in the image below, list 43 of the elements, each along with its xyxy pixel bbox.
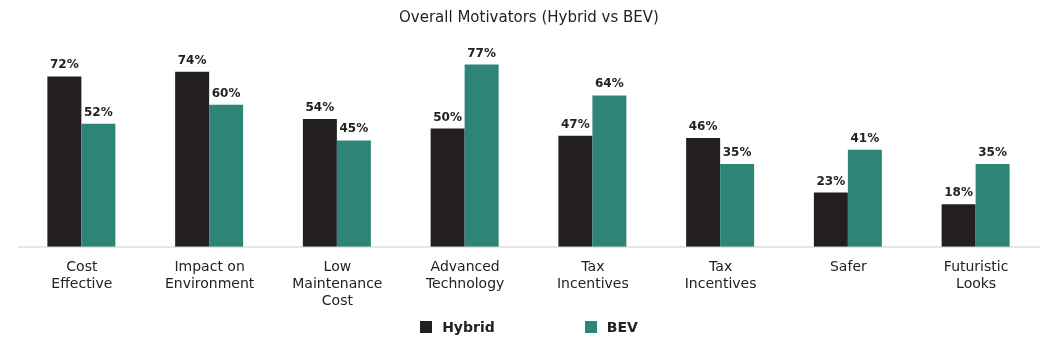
bar <box>47 76 82 247</box>
x-tick-label: Advanced Technology <box>424 258 505 291</box>
data-label: 74% <box>177 52 207 67</box>
bar <box>592 95 627 247</box>
bar <box>720 164 755 247</box>
data-label: 47% <box>561 116 590 131</box>
data-label: 50% <box>433 109 462 124</box>
bar <box>975 164 1010 247</box>
data-label: 46% <box>688 119 718 134</box>
data-label: 77% <box>467 45 496 60</box>
data-label: 64% <box>595 76 624 91</box>
data-label: 18% <box>944 185 973 200</box>
legend-label: BEV <box>605 319 638 335</box>
x-tick-label: Impact on Environment <box>164 258 255 291</box>
bar <box>175 71 210 247</box>
data-label: 35% <box>722 145 752 160</box>
bar <box>209 104 244 247</box>
x-tick-label: Safer <box>829 258 867 274</box>
x-tick-label: Futuristic Looks <box>943 258 1009 291</box>
bar <box>464 64 499 247</box>
data-label: 54% <box>305 100 335 115</box>
data-label: 60% <box>211 85 241 100</box>
data-label: 23% <box>816 173 846 188</box>
bar <box>847 149 882 247</box>
bar <box>558 135 593 247</box>
data-label: 52% <box>84 104 113 119</box>
bar <box>81 123 116 247</box>
data-label: 72% <box>50 57 79 72</box>
bar <box>686 138 721 247</box>
bar <box>302 119 337 247</box>
bar <box>430 128 465 247</box>
data-label: 45% <box>339 121 369 136</box>
data-label: 41% <box>850 130 880 145</box>
bar <box>336 140 371 247</box>
x-tick-label: Cost Effective <box>51 258 113 291</box>
x-tick-label: Low Maintenance Cost <box>292 258 383 308</box>
x-tick-label: Tax Incentives <box>556 258 629 291</box>
x-tick-label: Tax Incentives <box>684 258 757 291</box>
data-label: 35% <box>978 145 1007 160</box>
bar <box>941 204 976 247</box>
bar <box>813 192 848 247</box>
legend-label: Hybrid <box>441 319 495 335</box>
chart-title: Overall Motivators (Hybrid vs BEV) <box>398 8 660 28</box>
